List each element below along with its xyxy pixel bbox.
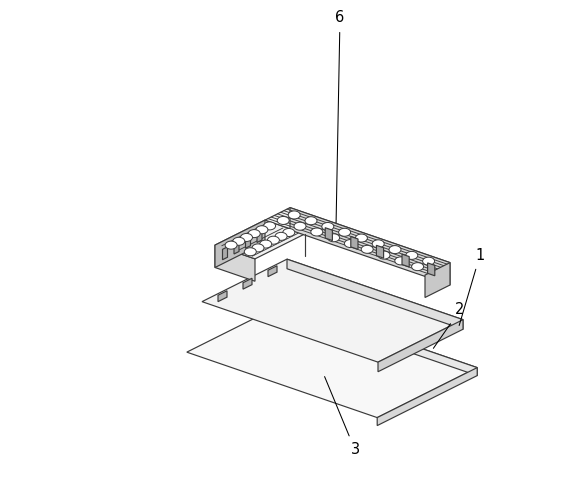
Polygon shape: [246, 235, 250, 248]
Ellipse shape: [406, 251, 418, 259]
Ellipse shape: [378, 251, 390, 259]
Ellipse shape: [267, 236, 280, 244]
Ellipse shape: [344, 240, 356, 248]
Polygon shape: [377, 246, 383, 258]
Ellipse shape: [259, 240, 272, 248]
Polygon shape: [187, 302, 477, 418]
Ellipse shape: [252, 244, 264, 252]
Text: 6: 6: [335, 10, 344, 223]
Polygon shape: [351, 237, 358, 249]
Ellipse shape: [311, 228, 323, 236]
Ellipse shape: [328, 234, 340, 242]
Polygon shape: [428, 263, 435, 276]
Text: 2: 2: [433, 302, 465, 348]
Ellipse shape: [248, 230, 260, 238]
Ellipse shape: [288, 211, 300, 219]
Ellipse shape: [395, 257, 407, 265]
Ellipse shape: [256, 226, 268, 234]
Ellipse shape: [389, 246, 401, 253]
Polygon shape: [377, 368, 477, 426]
Polygon shape: [265, 207, 450, 275]
Ellipse shape: [233, 237, 245, 246]
Polygon shape: [378, 320, 463, 372]
Ellipse shape: [277, 216, 289, 224]
Ellipse shape: [361, 246, 373, 253]
Polygon shape: [425, 263, 450, 297]
Polygon shape: [402, 254, 409, 267]
Polygon shape: [223, 247, 227, 260]
Polygon shape: [202, 259, 463, 362]
Polygon shape: [234, 241, 239, 254]
Text: 1: 1: [459, 248, 484, 325]
Ellipse shape: [372, 240, 384, 248]
Ellipse shape: [294, 222, 306, 230]
Ellipse shape: [275, 232, 287, 241]
Polygon shape: [290, 207, 450, 285]
Polygon shape: [215, 220, 305, 259]
Polygon shape: [218, 291, 227, 301]
Ellipse shape: [305, 217, 317, 225]
Polygon shape: [243, 278, 252, 289]
Polygon shape: [287, 302, 477, 376]
Ellipse shape: [412, 263, 424, 271]
Ellipse shape: [339, 228, 351, 236]
Polygon shape: [287, 259, 463, 329]
Polygon shape: [215, 245, 255, 281]
Polygon shape: [215, 220, 265, 267]
Ellipse shape: [322, 222, 334, 231]
Ellipse shape: [263, 222, 276, 230]
Polygon shape: [257, 230, 262, 243]
Ellipse shape: [245, 248, 257, 256]
Text: 3: 3: [324, 377, 359, 457]
Ellipse shape: [355, 234, 367, 242]
Ellipse shape: [422, 257, 435, 265]
Ellipse shape: [283, 229, 295, 237]
Ellipse shape: [241, 234, 253, 242]
Polygon shape: [325, 228, 332, 241]
Polygon shape: [268, 266, 277, 277]
Ellipse shape: [225, 241, 237, 249]
